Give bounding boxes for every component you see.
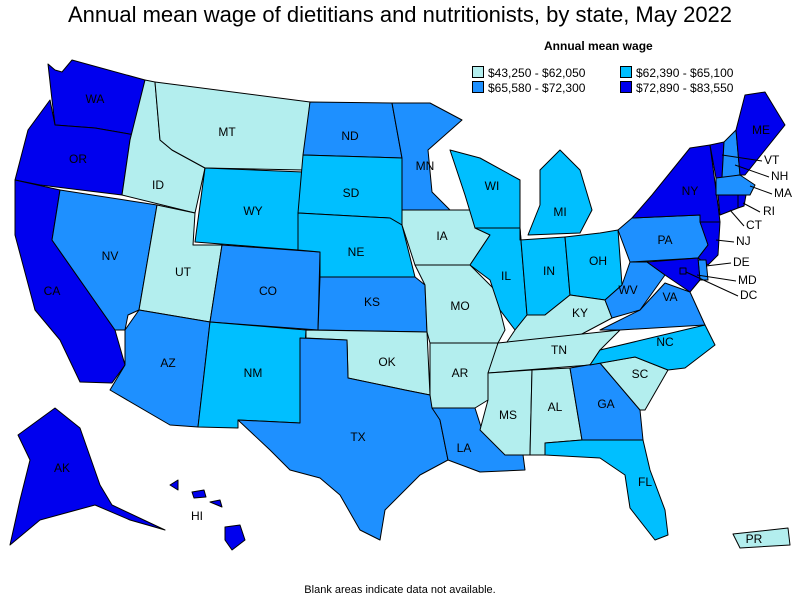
- label-OH: OH: [589, 254, 607, 268]
- label-WV: WV: [618, 283, 637, 297]
- label-NJ: NJ: [736, 234, 751, 248]
- legend-item-3: $65,580 - $72,300: [472, 81, 585, 95]
- label-ND: ND: [341, 129, 359, 143]
- legend-title: Annual mean wage: [544, 39, 653, 53]
- label-PA: PA: [657, 233, 672, 247]
- label-NM: NM: [244, 366, 263, 380]
- label-PR: PR: [746, 532, 763, 546]
- label-CA: CA: [44, 284, 61, 298]
- label-MS: MS: [499, 408, 517, 422]
- legend-label-2: $62,390 - $65,100: [636, 66, 734, 80]
- label-AK: AK: [54, 461, 70, 475]
- legend-label-4: $72,890 - $83,550: [636, 81, 734, 95]
- label-WY: WY: [243, 204, 262, 218]
- leader-VT: [721, 154, 763, 162]
- label-MT: MT: [218, 125, 236, 139]
- leader-RI: [742, 202, 761, 213]
- state-CT[interactable]: [717, 194, 739, 216]
- leader-DE: [705, 262, 732, 267]
- label-RI: RI: [763, 204, 775, 218]
- state-NY[interactable]: [631, 144, 721, 223]
- label-WA: WA: [86, 92, 105, 106]
- label-DE: DE: [733, 255, 750, 269]
- leader-DC: [685, 271, 739, 297]
- legend-swatch-1: [472, 66, 484, 78]
- label-NC: NC: [656, 335, 674, 349]
- legend-swatch-4: [620, 81, 632, 93]
- label-KS: KS: [364, 295, 380, 309]
- state-RI[interactable]: [737, 194, 747, 209]
- label-IN: IN: [543, 264, 555, 278]
- label-MA: MA: [774, 186, 792, 200]
- label-NE: NE: [348, 245, 365, 259]
- label-ME: ME: [752, 123, 770, 137]
- state-DC[interactable]: [679, 267, 687, 275]
- legend-item-2: $62,390 - $65,100: [620, 66, 733, 80]
- state-MN[interactable]: [391, 102, 463, 211]
- label-MI: MI: [553, 205, 566, 219]
- label-NY: NY: [682, 184, 699, 198]
- label-AZ: AZ: [160, 356, 175, 370]
- label-TX: TX: [350, 430, 365, 444]
- label-VA: VA: [662, 290, 677, 304]
- legend-item-4: $72,890 - $83,550: [620, 81, 733, 95]
- legend-label-1: $43,250 - $62,050: [488, 66, 586, 80]
- legend-label-3: $65,580 - $72,300: [488, 81, 586, 95]
- label-LA: LA: [457, 441, 472, 455]
- label-NH: NH: [771, 169, 788, 183]
- label-MO: MO: [450, 299, 469, 313]
- state-AK[interactable]: [9, 407, 166, 546]
- label-OR: OR: [69, 152, 87, 166]
- state-MA[interactable]: [715, 174, 756, 196]
- label-GA: GA: [597, 397, 614, 411]
- leader-CT: [729, 209, 745, 227]
- state-PR[interactable]: [732, 527, 791, 549]
- label-KY: KY: [572, 306, 588, 320]
- leader-MD: [696, 274, 737, 282]
- label-AR: AR: [452, 366, 469, 380]
- state-MD[interactable]: [646, 257, 701, 293]
- footnote: Blank areas indicate data not available.: [304, 584, 496, 596]
- state-NJ[interactable]: [697, 221, 721, 266]
- label-OK: OK: [378, 355, 395, 369]
- label-FL: FL: [638, 475, 652, 489]
- label-UT: UT: [175, 265, 192, 279]
- label-ID: ID: [152, 178, 164, 192]
- label-MD: MD: [738, 273, 757, 287]
- label-CT: CT: [746, 218, 763, 232]
- leader-MA: [749, 185, 773, 195]
- label-MN: MN: [416, 159, 435, 173]
- state-TX[interactable]: [237, 337, 449, 541]
- label-CO: CO: [259, 284, 277, 298]
- state-NC[interactable]: [589, 324, 716, 371]
- label-HI: HI: [191, 509, 203, 523]
- label-AL: AL: [548, 400, 563, 414]
- leader-NJ: [715, 239, 735, 243]
- state-MI[interactable]: [527, 149, 593, 236]
- state-HI[interactable]: [169, 479, 246, 551]
- label-TN: TN: [551, 343, 567, 357]
- state-shapes: [9, 59, 791, 551]
- label-IA: IA: [436, 229, 447, 243]
- label-SC: SC: [632, 367, 649, 381]
- legend-swatch-3: [472, 81, 484, 93]
- label-WI: WI: [485, 179, 500, 193]
- label-IL: IL: [501, 269, 511, 283]
- label-NV: NV: [102, 249, 119, 263]
- state-FL[interactable]: [544, 439, 669, 541]
- state-LA[interactable]: [431, 407, 526, 473]
- legend-item-1: $43,250 - $62,050: [472, 66, 585, 80]
- label-VT: VT: [764, 153, 780, 167]
- map-title: Annual mean wage of dietitians and nutri…: [67, 2, 733, 27]
- state-labels: WA OR CA NV ID MT WY UT AZ CO NM ND SD N…: [44, 92, 792, 546]
- label-SD: SD: [343, 186, 360, 200]
- label-DC: DC: [740, 288, 758, 302]
- leader-NH: [734, 164, 770, 178]
- legend-swatch-2: [620, 66, 632, 78]
